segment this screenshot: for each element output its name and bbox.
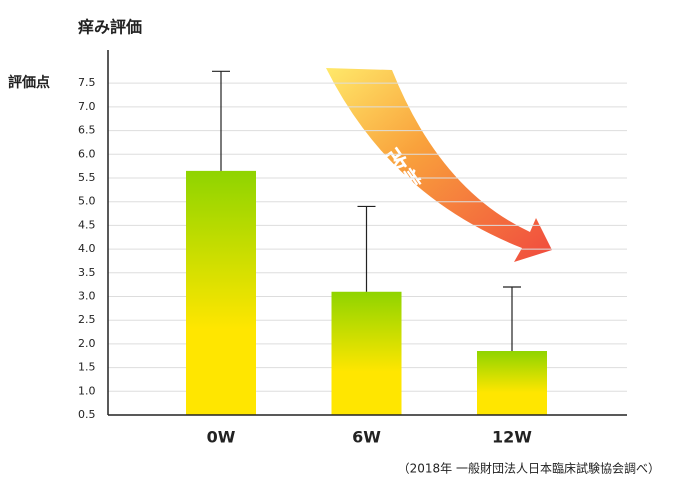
- x-tick-label: 12W: [492, 428, 532, 447]
- chart-title: 痒み評価: [78, 18, 142, 37]
- improvement-arrow: [326, 68, 552, 262]
- bar: [477, 351, 547, 415]
- y-tick-label: 6.5: [78, 124, 96, 137]
- x-tick-label: 6W: [352, 428, 381, 447]
- y-tick-label: 4.5: [78, 218, 96, 231]
- y-tick-label: 7.5: [78, 76, 96, 89]
- y-tick-label: 5.5: [78, 171, 96, 184]
- y-tick-label: 4.0: [78, 242, 96, 255]
- x-tick-label: 0W: [207, 428, 236, 447]
- y-axis-label: 評価点: [8, 74, 50, 91]
- y-tick-label: 0.5: [78, 408, 96, 421]
- y-tick-label: 1.0: [78, 384, 96, 397]
- y-tick-label: 2.5: [78, 313, 96, 326]
- source-note: （2018年 一般財団法人日本臨床試験協会調べ）: [398, 461, 660, 476]
- y-tick-label: 6.0: [78, 147, 96, 160]
- y-tick-label: 3.0: [78, 289, 96, 302]
- y-tick-label: 3.5: [78, 266, 96, 279]
- y-tick-label: 5.0: [78, 195, 96, 208]
- y-tick-label: 1.5: [78, 361, 96, 374]
- bar: [331, 291, 402, 415]
- bar: [186, 170, 256, 415]
- y-tick-label: 7.0: [78, 100, 96, 113]
- y-tick-label: 2.0: [78, 337, 96, 350]
